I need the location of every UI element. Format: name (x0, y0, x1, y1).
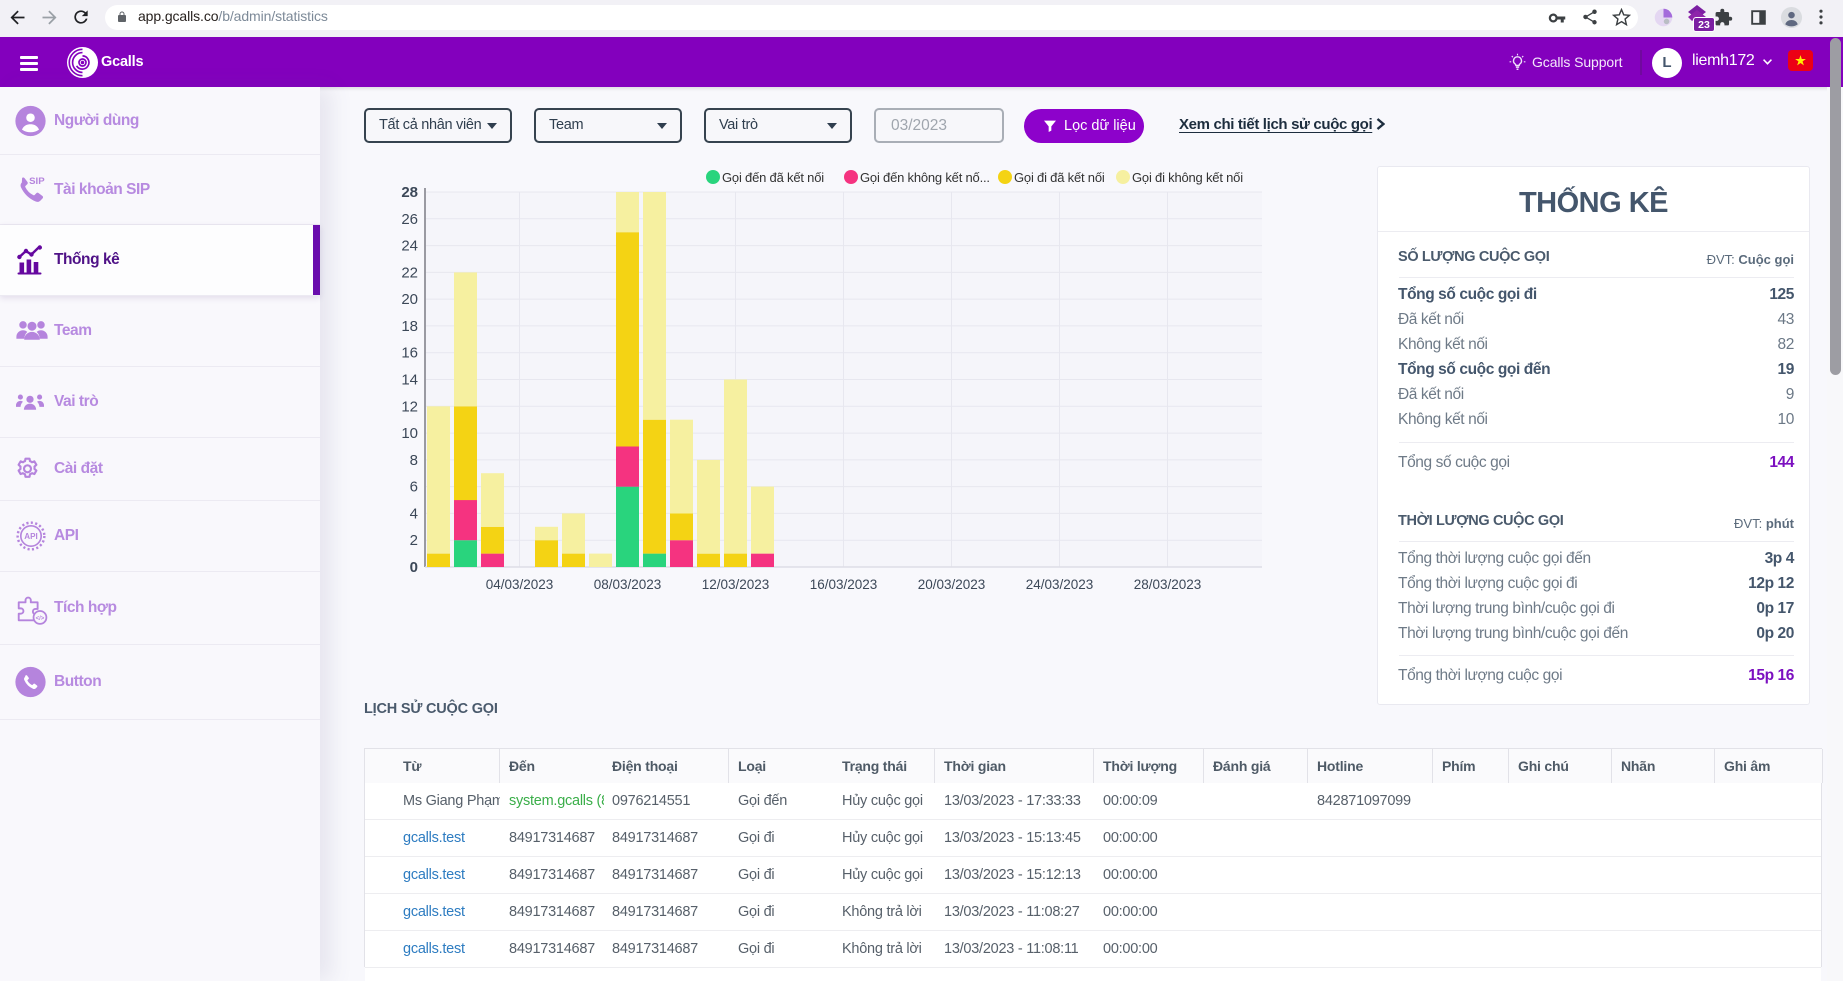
svg-text:26: 26 (401, 211, 418, 228)
svg-text:16/03/2023: 16/03/2023 (810, 577, 878, 592)
svg-text:20: 20 (401, 291, 418, 308)
svg-text:SIP: SIP (29, 176, 45, 187)
svg-text:Gọi đến đã kết nối: Gọi đến đã kết nối (722, 170, 824, 185)
svg-text:4: 4 (410, 505, 418, 522)
svg-text:12/03/2023: 12/03/2023 (702, 577, 770, 592)
svg-text:04/03/2023: 04/03/2023 (486, 577, 554, 592)
svg-text:28/03/2023: 28/03/2023 (1134, 577, 1202, 592)
svg-text:10: 10 (401, 425, 418, 442)
svg-text:2: 2 (410, 532, 418, 549)
svg-text:</>: </> (36, 616, 45, 622)
svg-text:20/03/2023: 20/03/2023 (918, 577, 986, 592)
svg-text:6: 6 (410, 479, 418, 496)
svg-text:12: 12 (401, 398, 418, 415)
svg-text:24/03/2023: 24/03/2023 (1026, 577, 1094, 592)
svg-text:24: 24 (401, 238, 418, 255)
svg-text:16: 16 (401, 345, 418, 362)
svg-text:Gọi đi đã kết nối: Gọi đi đã kết nối (1014, 170, 1105, 185)
svg-text:18: 18 (401, 318, 418, 335)
svg-text:API: API (24, 532, 37, 541)
svg-text:8: 8 (410, 452, 418, 469)
svg-text:28: 28 (401, 184, 418, 201)
svg-text:Gọi đến không kết nố...: Gọi đến không kết nố... (860, 170, 990, 185)
svg-text:0: 0 (410, 559, 418, 576)
svg-text:08/03/2023: 08/03/2023 (594, 577, 662, 592)
svg-text:22: 22 (401, 264, 418, 281)
svg-text:Gọi đi không kết nối: Gọi đi không kết nối (1132, 170, 1243, 185)
svg-text:14: 14 (401, 372, 418, 389)
